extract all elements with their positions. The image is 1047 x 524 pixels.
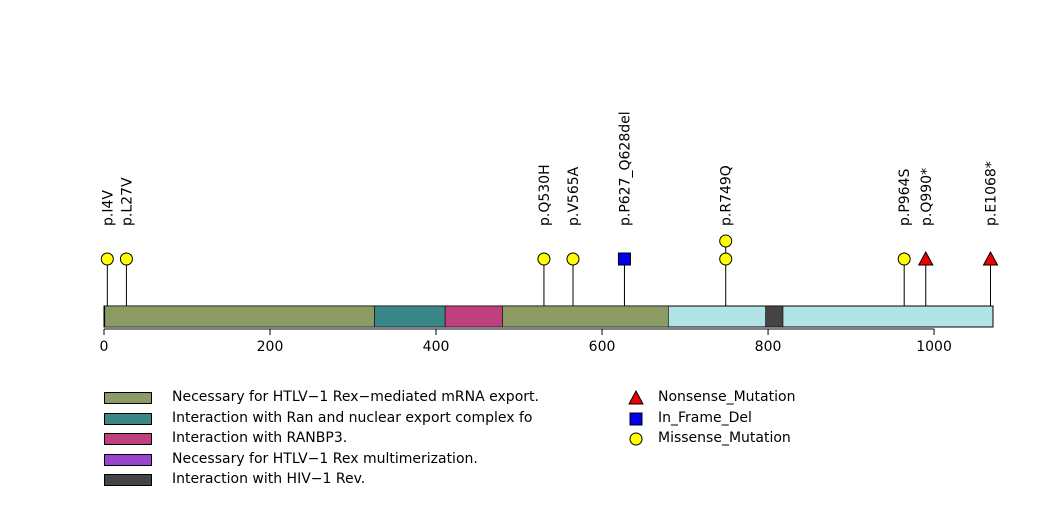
mutation-label: p.P627_Q628del: [617, 111, 633, 226]
x-tick-label: 400: [423, 339, 450, 355]
domain-rect: [444, 305, 503, 328]
domain-rect: [765, 305, 784, 328]
mutation-label: p.L27V: [119, 177, 135, 226]
mutation-legend-label: Missense_Mutation: [658, 430, 791, 446]
mutation-marker: [566, 252, 580, 266]
mutation-marker: [719, 234, 733, 248]
x-tick-label: 600: [589, 339, 616, 355]
mutation-label: p.Q530H: [537, 164, 553, 226]
mutation-marker: [982, 250, 999, 266]
mutation-marker: [537, 252, 551, 266]
x-tick-label: 1000: [916, 339, 952, 355]
domain-rect: [104, 305, 375, 328]
x-tick-label: 200: [257, 339, 284, 355]
mutation-label: p.E1068*: [984, 161, 1000, 226]
circle-icon: [629, 432, 643, 446]
domain-legend-swatch: [104, 392, 152, 404]
domain-legend-label: Interaction with Ran and nuclear export …: [172, 409, 533, 426]
domain-rect: [502, 305, 669, 328]
mutation-marker: [719, 252, 733, 266]
x-tick-label: 0: [100, 339, 109, 355]
domain-legend-swatch: [104, 433, 152, 445]
mutation-label: p.P964S: [897, 168, 913, 226]
x-tick-label: 800: [755, 339, 782, 355]
mutation-marker: [617, 252, 631, 266]
domain-rect: [374, 305, 446, 328]
mutation-legend-label: Nonsense_Mutation: [658, 389, 796, 405]
domain-legend-label: Necessary for HTLV−1 Rex multimerization…: [172, 450, 478, 467]
domain-legend-swatch: [104, 474, 152, 486]
mutation-marker: [917, 250, 934, 266]
mutation-legend-label: In_Frame_Del: [658, 409, 752, 426]
domain-legend-label: Interaction with HIV−1 Rev.: [172, 471, 366, 487]
mutation-marker: [119, 252, 133, 266]
mutation-label: p.V565A: [566, 166, 582, 226]
domain-legend-swatch: [104, 453, 152, 466]
mutation-label: p.R749Q: [719, 165, 735, 226]
domain-legend-label: Necessary for HTLV−1 Rex−mediated mRNA e…: [172, 389, 539, 405]
square-icon: [629, 412, 643, 425]
mutation-label: p.Q990*: [919, 168, 935, 226]
domain-legend-label: Interaction with RANBP3.: [172, 430, 348, 446]
domain-legend-swatch: [104, 412, 152, 425]
triangle-icon: [628, 390, 644, 405]
mutation-label: p.I4V: [100, 190, 116, 226]
mutation-marker: [897, 252, 911, 266]
mutation-marker: [100, 252, 114, 266]
